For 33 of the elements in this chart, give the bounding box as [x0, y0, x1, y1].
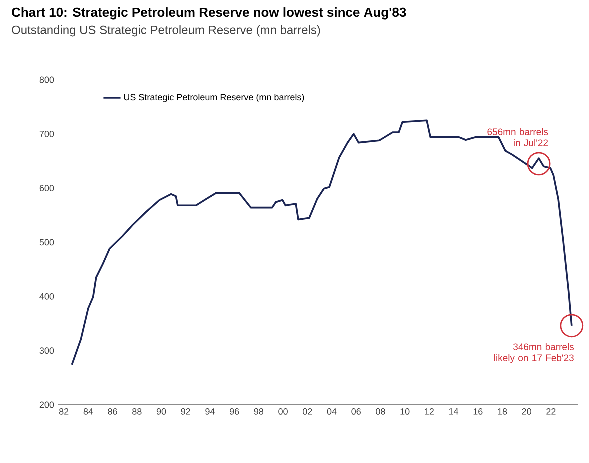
y-tick-label: 500 — [40, 239, 54, 246]
x-tick-label: 94 — [206, 408, 215, 415]
x-tick-label: 10 — [400, 408, 410, 415]
y-tick-label: 400 — [40, 293, 54, 300]
x-tick-label: 04 — [327, 408, 337, 415]
x-tick-label: 14 — [449, 408, 459, 415]
x-tick-label: 92 — [181, 408, 190, 415]
x-tick-label: 18 — [498, 408, 508, 415]
y-tick-label: 300 — [40, 348, 54, 354]
x-tick-label: 22 — [546, 408, 556, 415]
chart-title: Chart 10: Strategic Petroleum Reserve now lowest since Aug'83 — [12, 8, 406, 20]
x-tick-label: 82 — [59, 408, 69, 415]
x-tick-label: 06 — [352, 408, 361, 415]
chart-subtitle: Outstanding US Strategic Petroleum Reserve (mn barrels) — [12, 26, 320, 37]
x-tick-label: 84 — [84, 408, 94, 415]
x-tick-label: 02 — [302, 408, 312, 415]
y-tick-label: 200 — [40, 402, 54, 408]
x-tick-label: 20 — [522, 408, 532, 415]
x-tick-label: 86 — [108, 408, 118, 415]
annotation: 656mn barrels in Jul'22 — [488, 128, 548, 146]
legend-label: US Strategic Petroleum Reserve (mn barrels) — [124, 94, 304, 102]
y-tick-label: 700 — [40, 130, 54, 138]
x-tick-label: 12 — [425, 408, 434, 415]
x-tick-label: 00 — [278, 408, 288, 415]
x-tick-label: 08 — [376, 408, 386, 415]
y-tick-label: 600 — [40, 185, 54, 192]
x-tick-label: 98 — [254, 408, 264, 415]
x-tick-label: 16 — [474, 408, 483, 415]
x-tick-label: 96 — [230, 408, 240, 415]
annotation: 346mn barrels likely on 17 Feb'23 — [494, 343, 574, 364]
x-tick-label: 88 — [132, 408, 142, 415]
x-tick-label: 90 — [156, 408, 166, 415]
y-tick-label: 800 — [40, 76, 54, 84]
